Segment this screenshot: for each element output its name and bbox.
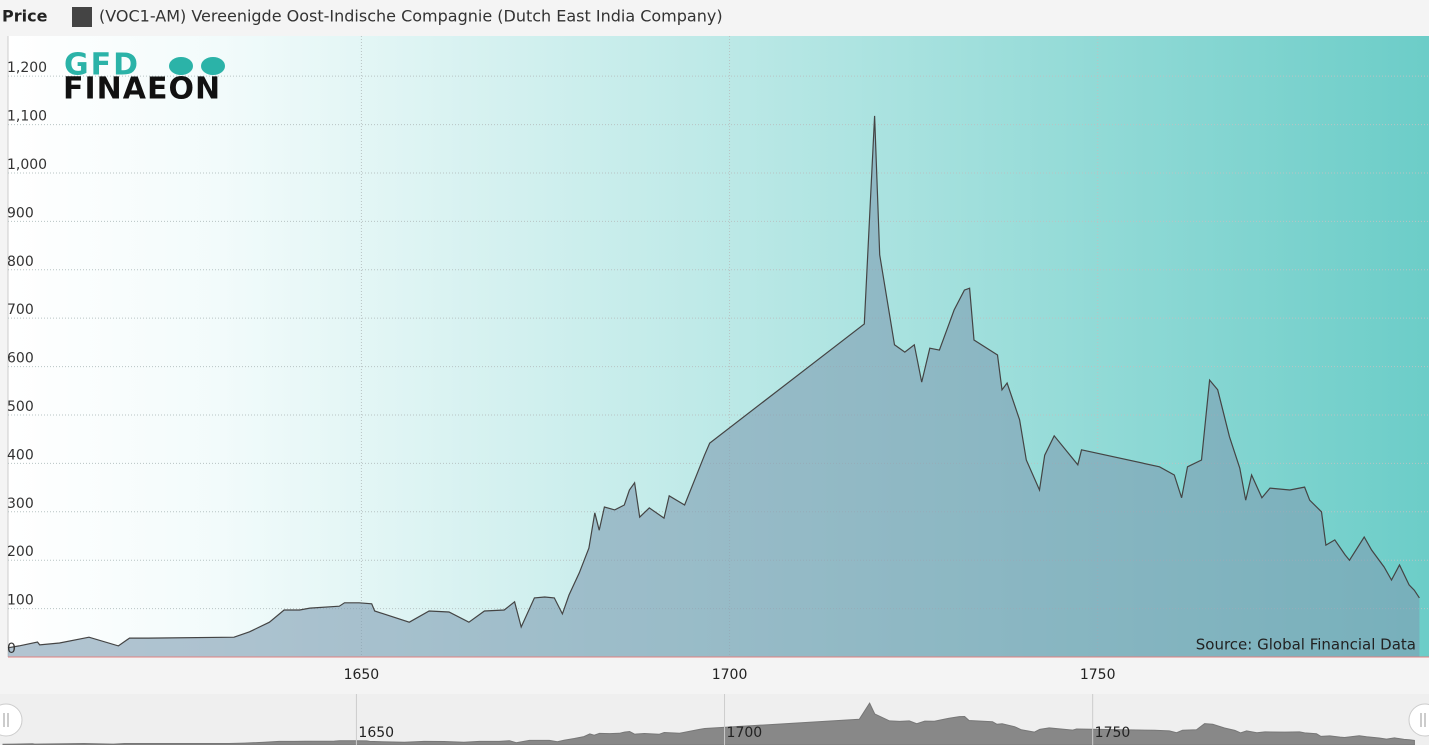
y-tick-label: 1,200 <box>7 60 47 76</box>
navigator-series <box>2 702 1415 745</box>
y-tick-label: 100 <box>7 593 34 609</box>
navigator-handle-left[interactable] <box>0 703 23 737</box>
x-tick-label: 1700 <box>712 667 748 683</box>
y-tick-label: 300 <box>7 496 34 512</box>
navigator-handle-right[interactable] <box>1408 703 1429 737</box>
legend-label: (VOC1-AM) Vereenigde Oost-Indische Compa… <box>99 7 723 26</box>
plot <box>7 115 1420 657</box>
y-tick-label: 1,100 <box>7 109 47 125</box>
y-tick-label: 800 <box>7 254 34 270</box>
y-label: Price <box>2 7 48 26</box>
y-tick-label: 1,000 <box>7 157 47 173</box>
y-tick-label: 500 <box>7 399 34 415</box>
y-tick-label: 600 <box>7 351 34 367</box>
logo-bottom: FINAEON <box>63 72 221 107</box>
source-note: Source: Global Financial Data <box>1196 636 1416 654</box>
navigator-tick-label: 1750 <box>1095 725 1131 741</box>
navigator-tick-label: 1700 <box>727 725 763 741</box>
logo-leaf <box>169 57 193 75</box>
navigator-tick-label: 1650 <box>358 725 394 741</box>
logo-top: GFD <box>64 48 140 83</box>
x-tick-label: 1650 <box>344 667 380 683</box>
navigator-area <box>2 702 1415 745</box>
header-bar <box>0 0 1429 36</box>
y-tick-label: 900 <box>7 205 34 221</box>
legend-swatch <box>72 7 92 27</box>
y-tick-label: 700 <box>7 302 34 318</box>
line <box>7 115 1420 649</box>
y-tick-label: 0 <box>7 641 16 657</box>
x-tick-label: 1750 <box>1080 667 1116 683</box>
logo-leaf <box>201 57 225 75</box>
y-tick-label: 200 <box>7 544 34 560</box>
area <box>8 115 1420 657</box>
y-tick-label: 400 <box>7 447 34 463</box>
